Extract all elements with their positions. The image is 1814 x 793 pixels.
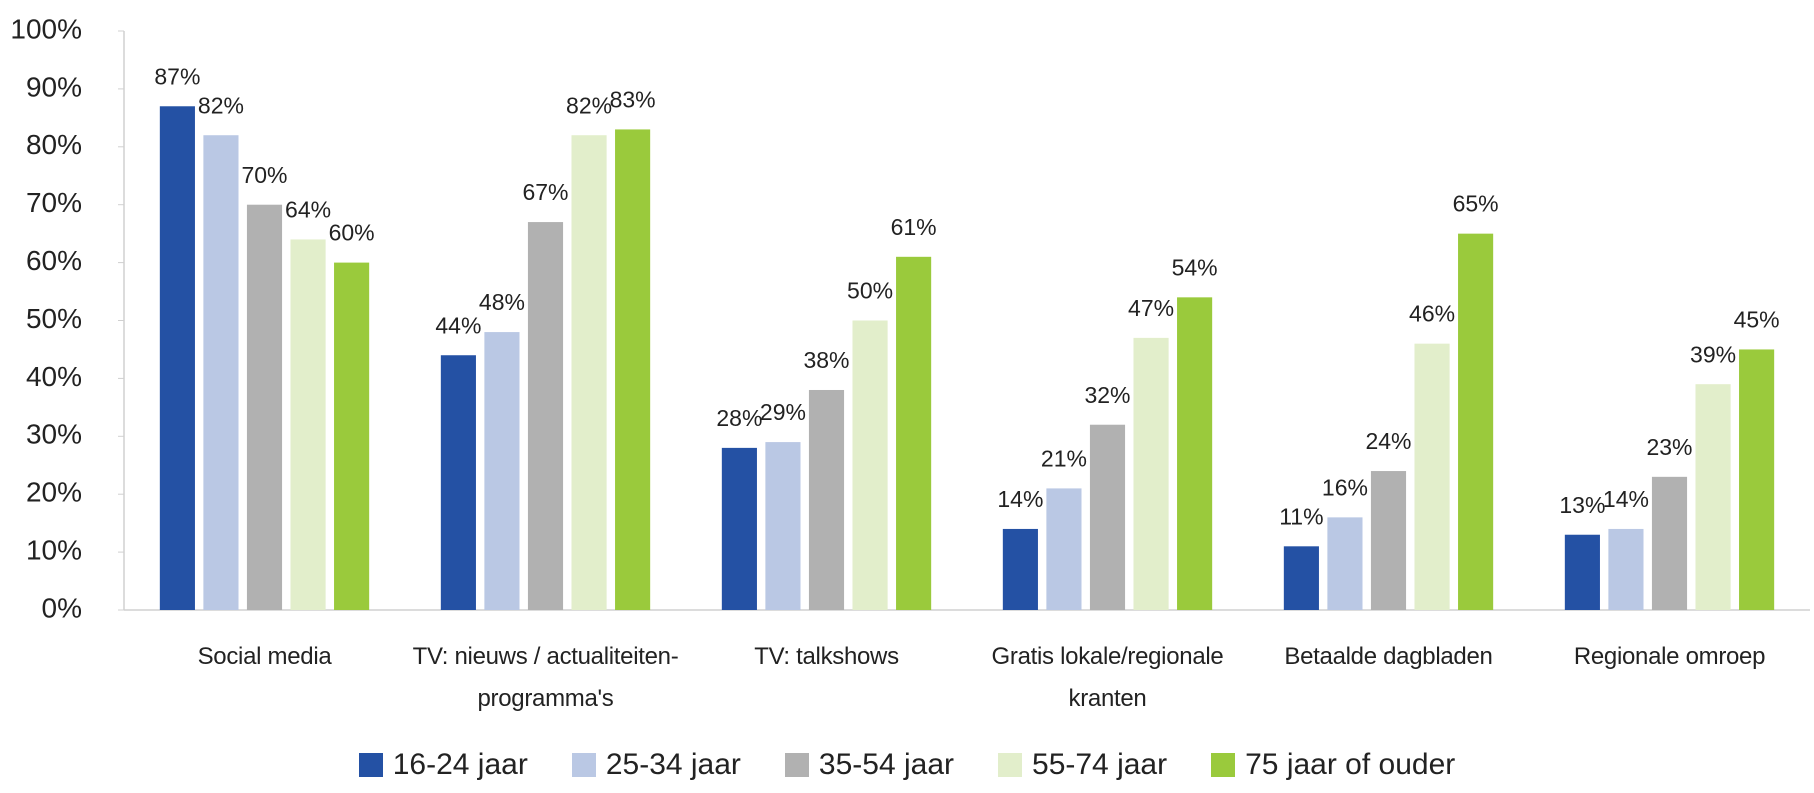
legend-label: 16-24 jaar — [392, 748, 528, 781]
legend-label: 55-74 jaar — [1032, 748, 1168, 781]
value-label: 16% — [1322, 474, 1368, 500]
bar — [808, 389, 845, 610]
value-label: 14% — [997, 486, 1043, 512]
value-label: 21% — [1041, 445, 1087, 471]
value-label: 46% — [1409, 301, 1455, 327]
y-tick-label: 20% — [26, 477, 82, 508]
bar — [1133, 337, 1169, 610]
legend-swatch — [1211, 753, 1236, 777]
y-tick-label: 90% — [26, 71, 82, 102]
value-label: 65% — [1453, 191, 1499, 217]
bar — [765, 442, 801, 610]
bar — [1177, 297, 1213, 610]
legend-swatch — [358, 753, 383, 777]
bar — [1651, 476, 1688, 610]
y-tick-label: 50% — [26, 303, 82, 334]
bar — [246, 204, 283, 610]
bar — [1564, 534, 1600, 610]
bar — [1002, 528, 1038, 610]
y-tick-label: 70% — [26, 187, 82, 218]
value-label: 87% — [154, 63, 200, 89]
legend-label: 35-54 jaar — [818, 748, 955, 781]
x-tick-label: Gratis lokale/regionale kranten — [991, 643, 1224, 712]
value-label: 60% — [329, 220, 375, 246]
bar — [896, 256, 932, 610]
bar — [527, 222, 564, 610]
y-tick-label: 0% — [42, 592, 82, 623]
bar — [1283, 546, 1319, 610]
bar — [159, 106, 195, 611]
y-tick-label: 10% — [26, 534, 82, 565]
legend-item: 75 jaar of ouder — [1211, 748, 1455, 782]
value-label: 44% — [435, 312, 481, 338]
value-label: 38% — [803, 347, 849, 373]
bar — [440, 355, 476, 610]
value-label: 61% — [891, 214, 937, 240]
y-tick-label: 60% — [26, 245, 82, 276]
x-tick-label: TV: nieuws / actualiteiten-programma's — [412, 643, 679, 712]
bar — [852, 320, 888, 610]
legend: 16-24 jaar 25-34 jaar 35-54 jaar 55-74 jaar… — [0, 748, 1814, 782]
value-label: 83% — [610, 87, 656, 113]
legend-item: 16-24 jaar — [358, 748, 528, 782]
legend-item: 55-74 jaar — [998, 748, 1167, 782]
y-tick-label: 30% — [26, 419, 82, 450]
x-tick-label: TV: talkshows — [754, 643, 899, 670]
value-label: 32% — [1084, 382, 1130, 408]
value-label: 70% — [241, 162, 287, 188]
bar — [290, 239, 326, 610]
y-tick-label: 100% — [10, 13, 82, 44]
value-label: 45% — [1734, 307, 1780, 333]
value-label: 48% — [479, 289, 525, 315]
bar — [1089, 424, 1126, 610]
legend-swatch — [784, 753, 809, 777]
y-tick-label: 40% — [26, 361, 82, 392]
value-label: 39% — [1690, 341, 1736, 367]
value-label: 67% — [522, 179, 568, 205]
legend-item: 25-34 jaar — [571, 748, 741, 782]
bar — [1046, 488, 1082, 610]
value-label: 13% — [1559, 492, 1605, 518]
bar — [1370, 471, 1407, 610]
legend-label: 25-34 jaar — [605, 748, 741, 781]
value-label: 64% — [285, 197, 331, 223]
value-label: 14% — [1603, 486, 1649, 512]
x-tick-label: Regionale omroep — [1573, 643, 1766, 670]
value-label: 50% — [847, 278, 893, 304]
legend-item: 35-54 jaar — [784, 748, 955, 782]
bar — [203, 135, 239, 610]
legend-swatch — [998, 753, 1023, 777]
x-tick-label: Betaalde dagbladen — [1284, 643, 1493, 670]
x-tick-label: Social media — [197, 643, 332, 670]
value-label: 24% — [1365, 428, 1411, 454]
bar — [571, 135, 607, 610]
bar — [1739, 349, 1775, 610]
value-label: 82% — [198, 92, 244, 118]
value-label: 23% — [1646, 434, 1692, 460]
bar — [1414, 343, 1450, 610]
value-label: 28% — [716, 405, 762, 431]
value-label: 11% — [1279, 503, 1323, 529]
value-label: 29% — [760, 399, 806, 425]
bar — [484, 332, 520, 610]
bar — [1327, 517, 1363, 610]
bar — [1695, 384, 1731, 610]
y-tick-label: 80% — [26, 129, 82, 160]
legend-label: 75 jaar of ouder — [1245, 748, 1456, 781]
value-label: 47% — [1128, 295, 1174, 321]
value-label: 82% — [566, 92, 612, 118]
bar — [1458, 233, 1494, 610]
value-label: 54% — [1172, 254, 1218, 280]
bar — [1608, 528, 1644, 610]
legend-swatch — [571, 753, 596, 777]
bar — [334, 262, 370, 610]
bar — [721, 447, 757, 610]
bar — [615, 129, 651, 610]
